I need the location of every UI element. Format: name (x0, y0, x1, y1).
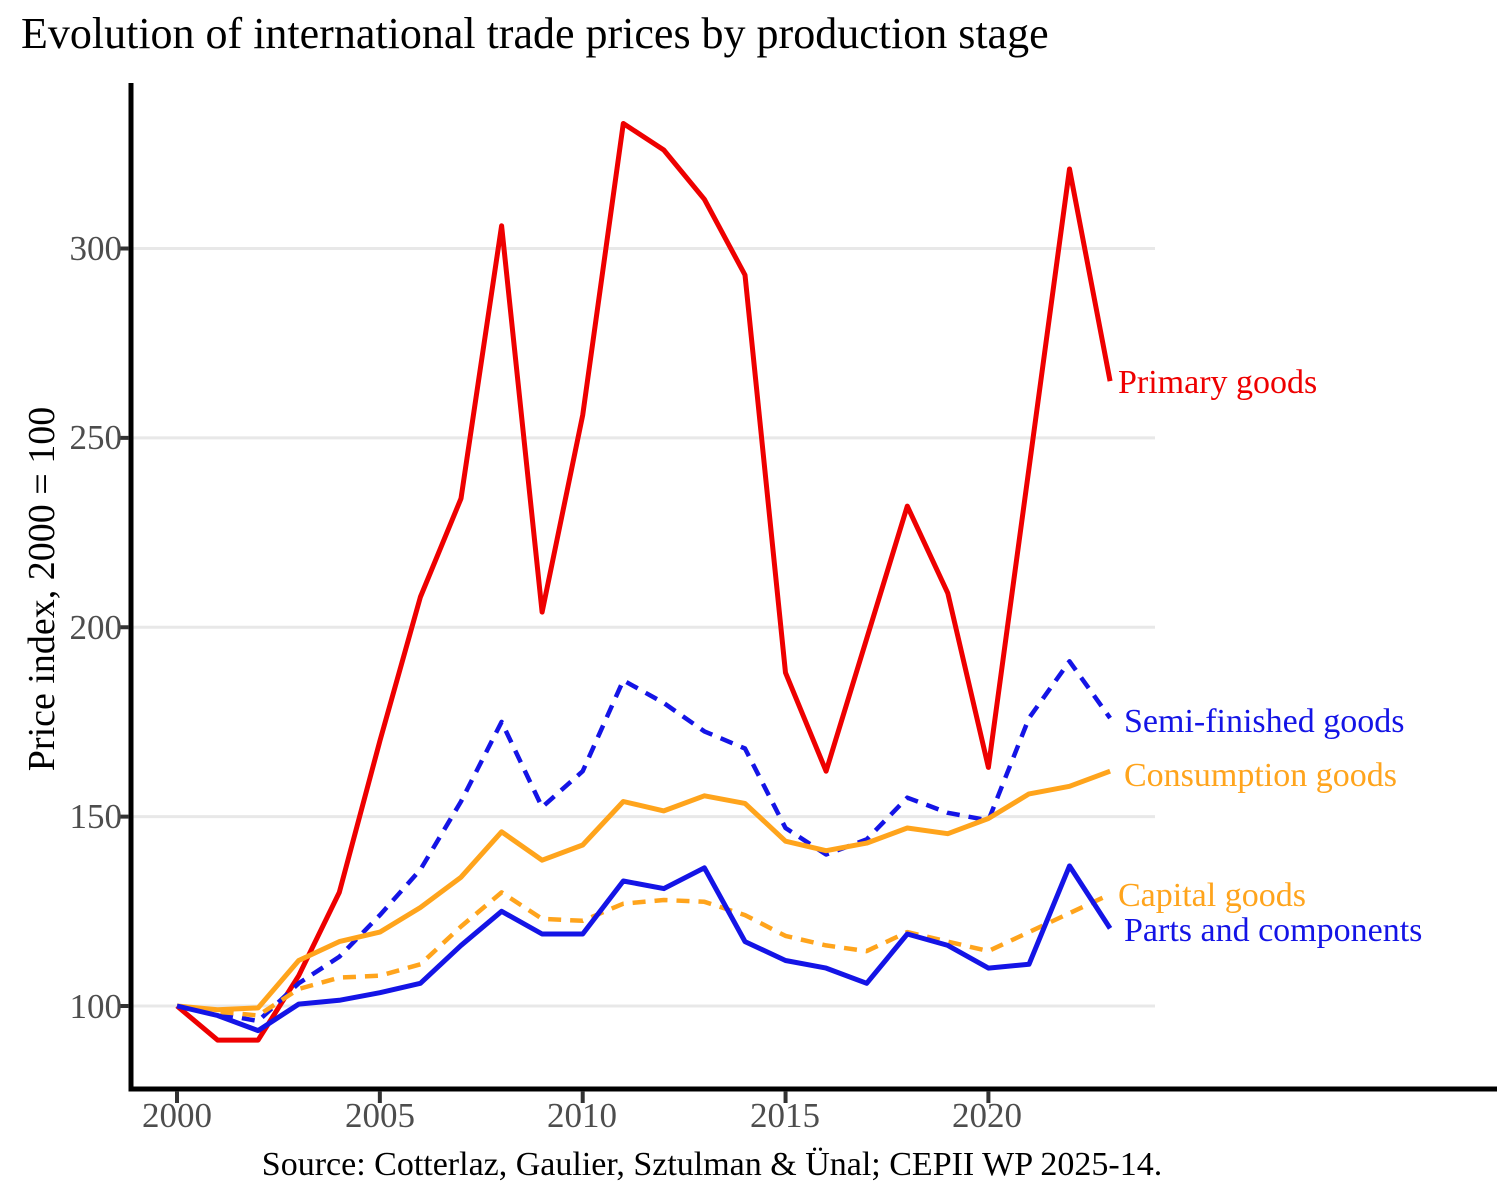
source-caption: Source: Cotterlaz, Gaulier, Sztulman & Ü… (261, 1146, 1163, 1183)
x-tick-label-2000: 2000 (142, 1096, 212, 1135)
x-tick-label-2015: 2015 (750, 1096, 820, 1135)
semi-finished-goods-line (176, 659, 1112, 1024)
primary-goods-line (175, 121, 1113, 1043)
chart-title: Evolution of international trade prices … (21, 9, 1049, 58)
parts-and-components-line (176, 863, 1113, 1034)
series-label-parts-and-components: Parts and components (1124, 912, 1423, 949)
series-label-primary-goods: Primary goods (1118, 364, 1318, 401)
y-tick-label-300: 300 (69, 229, 123, 268)
y-tick-label-150: 150 (69, 797, 123, 836)
series-label-consumption-goods: Consumption goods (1124, 757, 1397, 794)
consumption-goods-line (176, 768, 1111, 1013)
series-label-capital-goods: Capital goods (1118, 877, 1306, 914)
capital-goods-line (176, 890, 1112, 1018)
y-tick-label-100: 100 (69, 987, 123, 1026)
y-tick-label-250: 250 (69, 418, 123, 457)
x-tick-label-2005: 2005 (345, 1096, 415, 1135)
x-tick-label-2020: 2020 (952, 1096, 1022, 1135)
y-tick-label-200: 200 (69, 608, 123, 647)
series-label-semi-finished-goods: Semi-finished goods (1124, 703, 1405, 740)
x-tick-label-2010: 2010 (547, 1096, 617, 1135)
